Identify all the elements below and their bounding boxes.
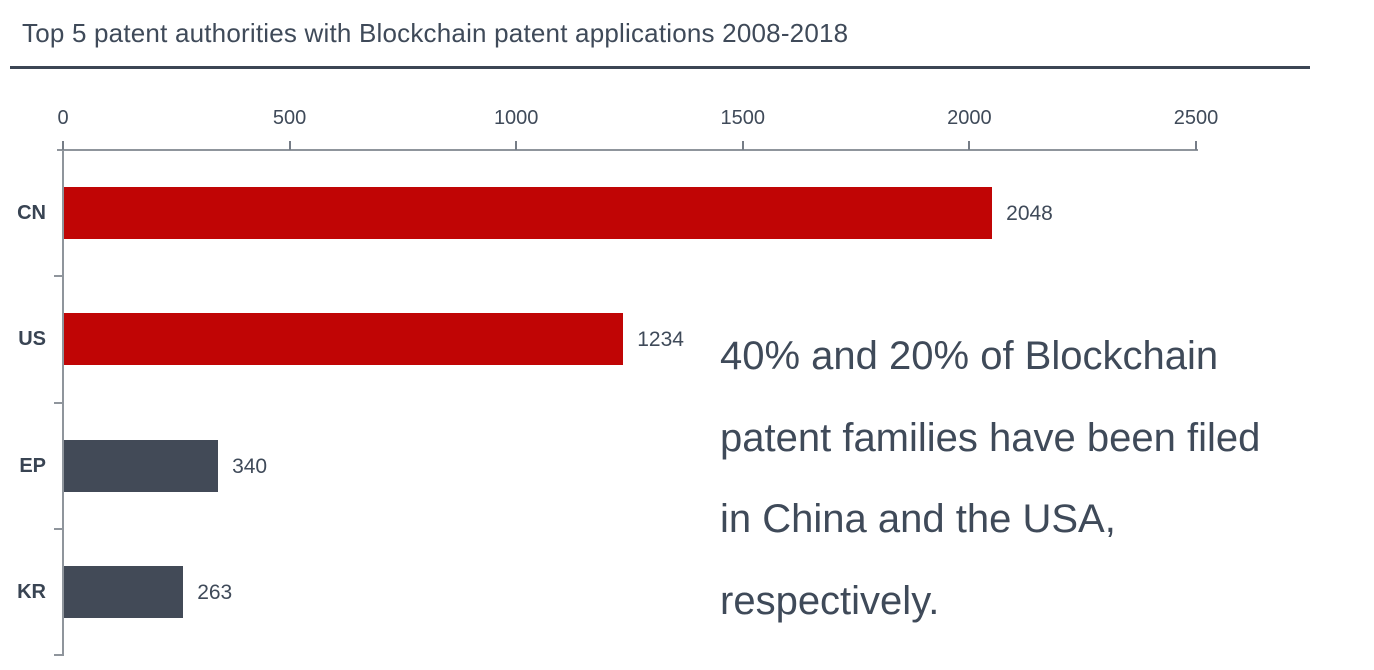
- x-tick-mark: [288, 141, 291, 150]
- bar-value-label: 1234: [637, 328, 684, 352]
- title-divider: [10, 66, 1310, 69]
- y-tick-mark: [54, 275, 63, 278]
- y-tick-mark: [54, 654, 63, 656]
- x-tick-label: 0: [57, 107, 69, 129]
- x-tick-label: 500: [272, 107, 307, 129]
- x-tick-mark: [741, 141, 744, 150]
- bar-value-label: 340: [232, 454, 268, 478]
- x-tick-label: 2500: [1173, 107, 1219, 129]
- category-label: CN: [17, 202, 46, 225]
- y-tick-mark: [54, 527, 63, 530]
- x-tick-label: 1000: [493, 107, 539, 129]
- y-axis-line: [62, 149, 64, 656]
- annotation-line: in China and the USA,: [720, 497, 1116, 541]
- x-tick-mark: [968, 141, 971, 150]
- chart-title: Top 5 patent authorities with Blockchain…: [22, 18, 849, 48]
- x-tick-label: 2000: [947, 107, 992, 129]
- x-tick-mark: [515, 141, 518, 150]
- category-label: EP: [19, 454, 46, 477]
- annotation-line: respectively.: [720, 578, 940, 623]
- x-tick-label: 1500: [720, 107, 766, 129]
- bar: [64, 187, 993, 240]
- category-label: US: [18, 328, 46, 351]
- x-tick-mark: [62, 141, 64, 150]
- x-axis-line: [57, 149, 1198, 151]
- annotation-line: patent families have been filed: [720, 415, 1261, 460]
- annotation-text: 40% and 20% of Blockchain patent familie…: [720, 316, 1360, 642]
- category-label: KR: [17, 580, 46, 603]
- annotation-line: 40% and 20% of Blockchain: [720, 334, 1219, 378]
- bar: [64, 439, 219, 492]
- x-tick-mark: [1195, 141, 1197, 150]
- bar: [64, 565, 184, 618]
- bar-value-label: 263: [197, 580, 233, 604]
- bar-value-label: 2048: [1006, 202, 1053, 226]
- bar: [64, 313, 624, 366]
- y-tick-mark: [54, 401, 63, 404]
